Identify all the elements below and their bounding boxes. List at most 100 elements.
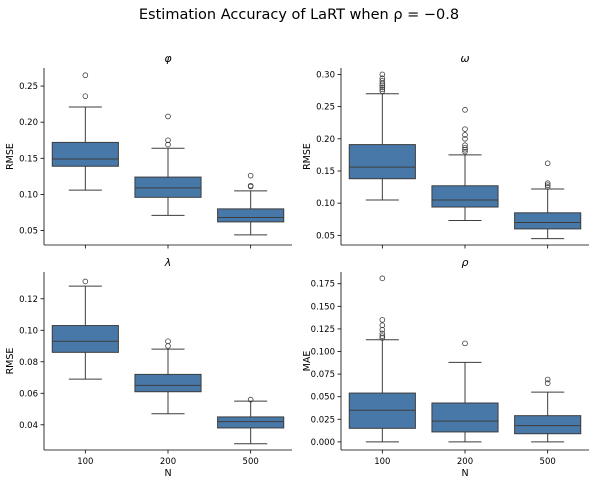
y-tick-label: 0.30 xyxy=(316,70,335,80)
iqr-box xyxy=(134,373,202,393)
iqr-box xyxy=(51,141,119,167)
y-tick-label: 0.12 xyxy=(19,295,38,305)
iqr-box xyxy=(348,144,416,180)
y-tick-label: 0.125 xyxy=(311,325,335,335)
iqr-box xyxy=(51,325,119,353)
box-200 xyxy=(134,113,202,216)
panel-2: ω 0.05 0.10 0.15 0.20 0.25 0.30 RMSE xyxy=(302,52,589,249)
x-tick-label: 100 xyxy=(77,457,93,467)
y-tick-label: 0.05 xyxy=(19,227,38,237)
x-tick-label: 500 xyxy=(540,457,556,467)
y-axis-label: RMSE xyxy=(5,348,16,375)
outlier-point xyxy=(247,172,254,179)
figure-title: Estimation Accuracy of LaRT when ρ = −0.… xyxy=(138,7,460,23)
outlier-point xyxy=(462,107,468,113)
iqr-box xyxy=(134,176,202,198)
y-tick-label: 0.25 xyxy=(316,103,335,113)
x-axis-label: N xyxy=(461,468,468,479)
outlier-point xyxy=(379,75,386,82)
outlier-point xyxy=(544,380,551,386)
iqr-box xyxy=(217,416,285,429)
y-tick-label: 0.20 xyxy=(316,135,335,145)
box-500 xyxy=(514,376,582,443)
outlier-point xyxy=(165,141,171,148)
outlier-point xyxy=(379,275,386,282)
y-tick-label: 0.075 xyxy=(311,370,335,380)
y-tick-label: 0.15 xyxy=(316,167,335,177)
box-200 xyxy=(431,107,499,222)
box-500 xyxy=(514,160,582,240)
outlier-point xyxy=(462,126,468,132)
y-tick-label: 0.06 xyxy=(19,389,38,399)
y-tick-label: 0.025 xyxy=(311,415,335,425)
y-tick-label: 0.10 xyxy=(316,199,335,209)
outlier-point xyxy=(379,78,386,84)
outlier-point xyxy=(544,160,551,167)
y-axis-label: RMSE xyxy=(302,143,313,170)
outlier-point xyxy=(462,340,468,347)
outlier-point xyxy=(379,88,386,94)
outlier-point xyxy=(165,113,171,120)
y-tick-label: 0.25 xyxy=(19,82,38,92)
outlier-point xyxy=(247,182,254,189)
y-axis-label: RMSE xyxy=(5,143,16,170)
y-tick-label: 0.050 xyxy=(311,393,335,403)
y-tick-label: 0.175 xyxy=(311,280,335,290)
panel-title: φ xyxy=(164,52,172,65)
box-100 xyxy=(51,72,119,191)
outlier-point xyxy=(379,330,386,337)
outlier-point xyxy=(544,180,551,187)
outlier-point xyxy=(379,317,386,323)
outlier-point xyxy=(379,86,386,93)
panel-title: λ xyxy=(164,256,172,269)
y-tick-label: 0.05 xyxy=(316,231,335,241)
outlier-point xyxy=(379,84,386,91)
outlier-point xyxy=(462,136,468,142)
panel-title: ω xyxy=(460,52,469,65)
outlier-point xyxy=(379,333,386,339)
outlier-point xyxy=(165,137,171,144)
panel-title: ρ xyxy=(462,256,469,269)
box-500 xyxy=(217,396,285,445)
outlier-point xyxy=(462,148,468,155)
x-tick-label: 500 xyxy=(243,457,259,467)
outlier-point xyxy=(247,396,254,403)
box-200 xyxy=(431,340,499,443)
box-100 xyxy=(348,71,416,201)
iqr-box xyxy=(217,208,285,223)
panel-4: ρ 0.000 0.025 0.050 0.075 0.100 0.125 0.150 0.17… xyxy=(302,256,589,479)
y-tick-label: 0.10 xyxy=(19,326,38,336)
y-axis-label: MAE xyxy=(302,351,313,372)
outlier-point xyxy=(82,72,89,79)
y-tick-label: 0.10 xyxy=(19,190,38,200)
outlier-point xyxy=(462,145,468,151)
box-100 xyxy=(348,275,416,443)
outlier-point xyxy=(82,93,89,99)
outlier-point xyxy=(379,327,386,333)
x-tick-label: 100 xyxy=(374,457,390,467)
y-tick-label: 0.04 xyxy=(19,421,38,431)
x-axis-label: N xyxy=(164,468,171,479)
box-200 xyxy=(134,338,202,415)
y-tick-label: 0.000 xyxy=(311,438,335,448)
iqr-box xyxy=(431,402,499,433)
box-100 xyxy=(51,278,119,380)
outlier-point xyxy=(379,322,386,329)
outlier-point xyxy=(165,338,171,345)
y-tick-label: 0.20 xyxy=(19,118,38,128)
box-500 xyxy=(217,172,285,236)
x-tick-label: 200 xyxy=(160,457,176,467)
iqr-box xyxy=(514,415,582,435)
panel-3: λ 0.04 0.06 0.08 0.10 0.12 100 200 500 RMSE N xyxy=(5,256,292,479)
outlier-point xyxy=(165,343,171,349)
y-tick-label: 0.08 xyxy=(19,358,38,368)
outlier-point xyxy=(379,71,386,78)
outlier-point xyxy=(544,184,551,190)
y-tick-label: 0.150 xyxy=(311,302,335,312)
outlier-point xyxy=(462,142,468,149)
outlier-point xyxy=(82,278,89,285)
y-tick-label: 0.100 xyxy=(311,348,335,358)
iqr-box xyxy=(514,212,582,230)
